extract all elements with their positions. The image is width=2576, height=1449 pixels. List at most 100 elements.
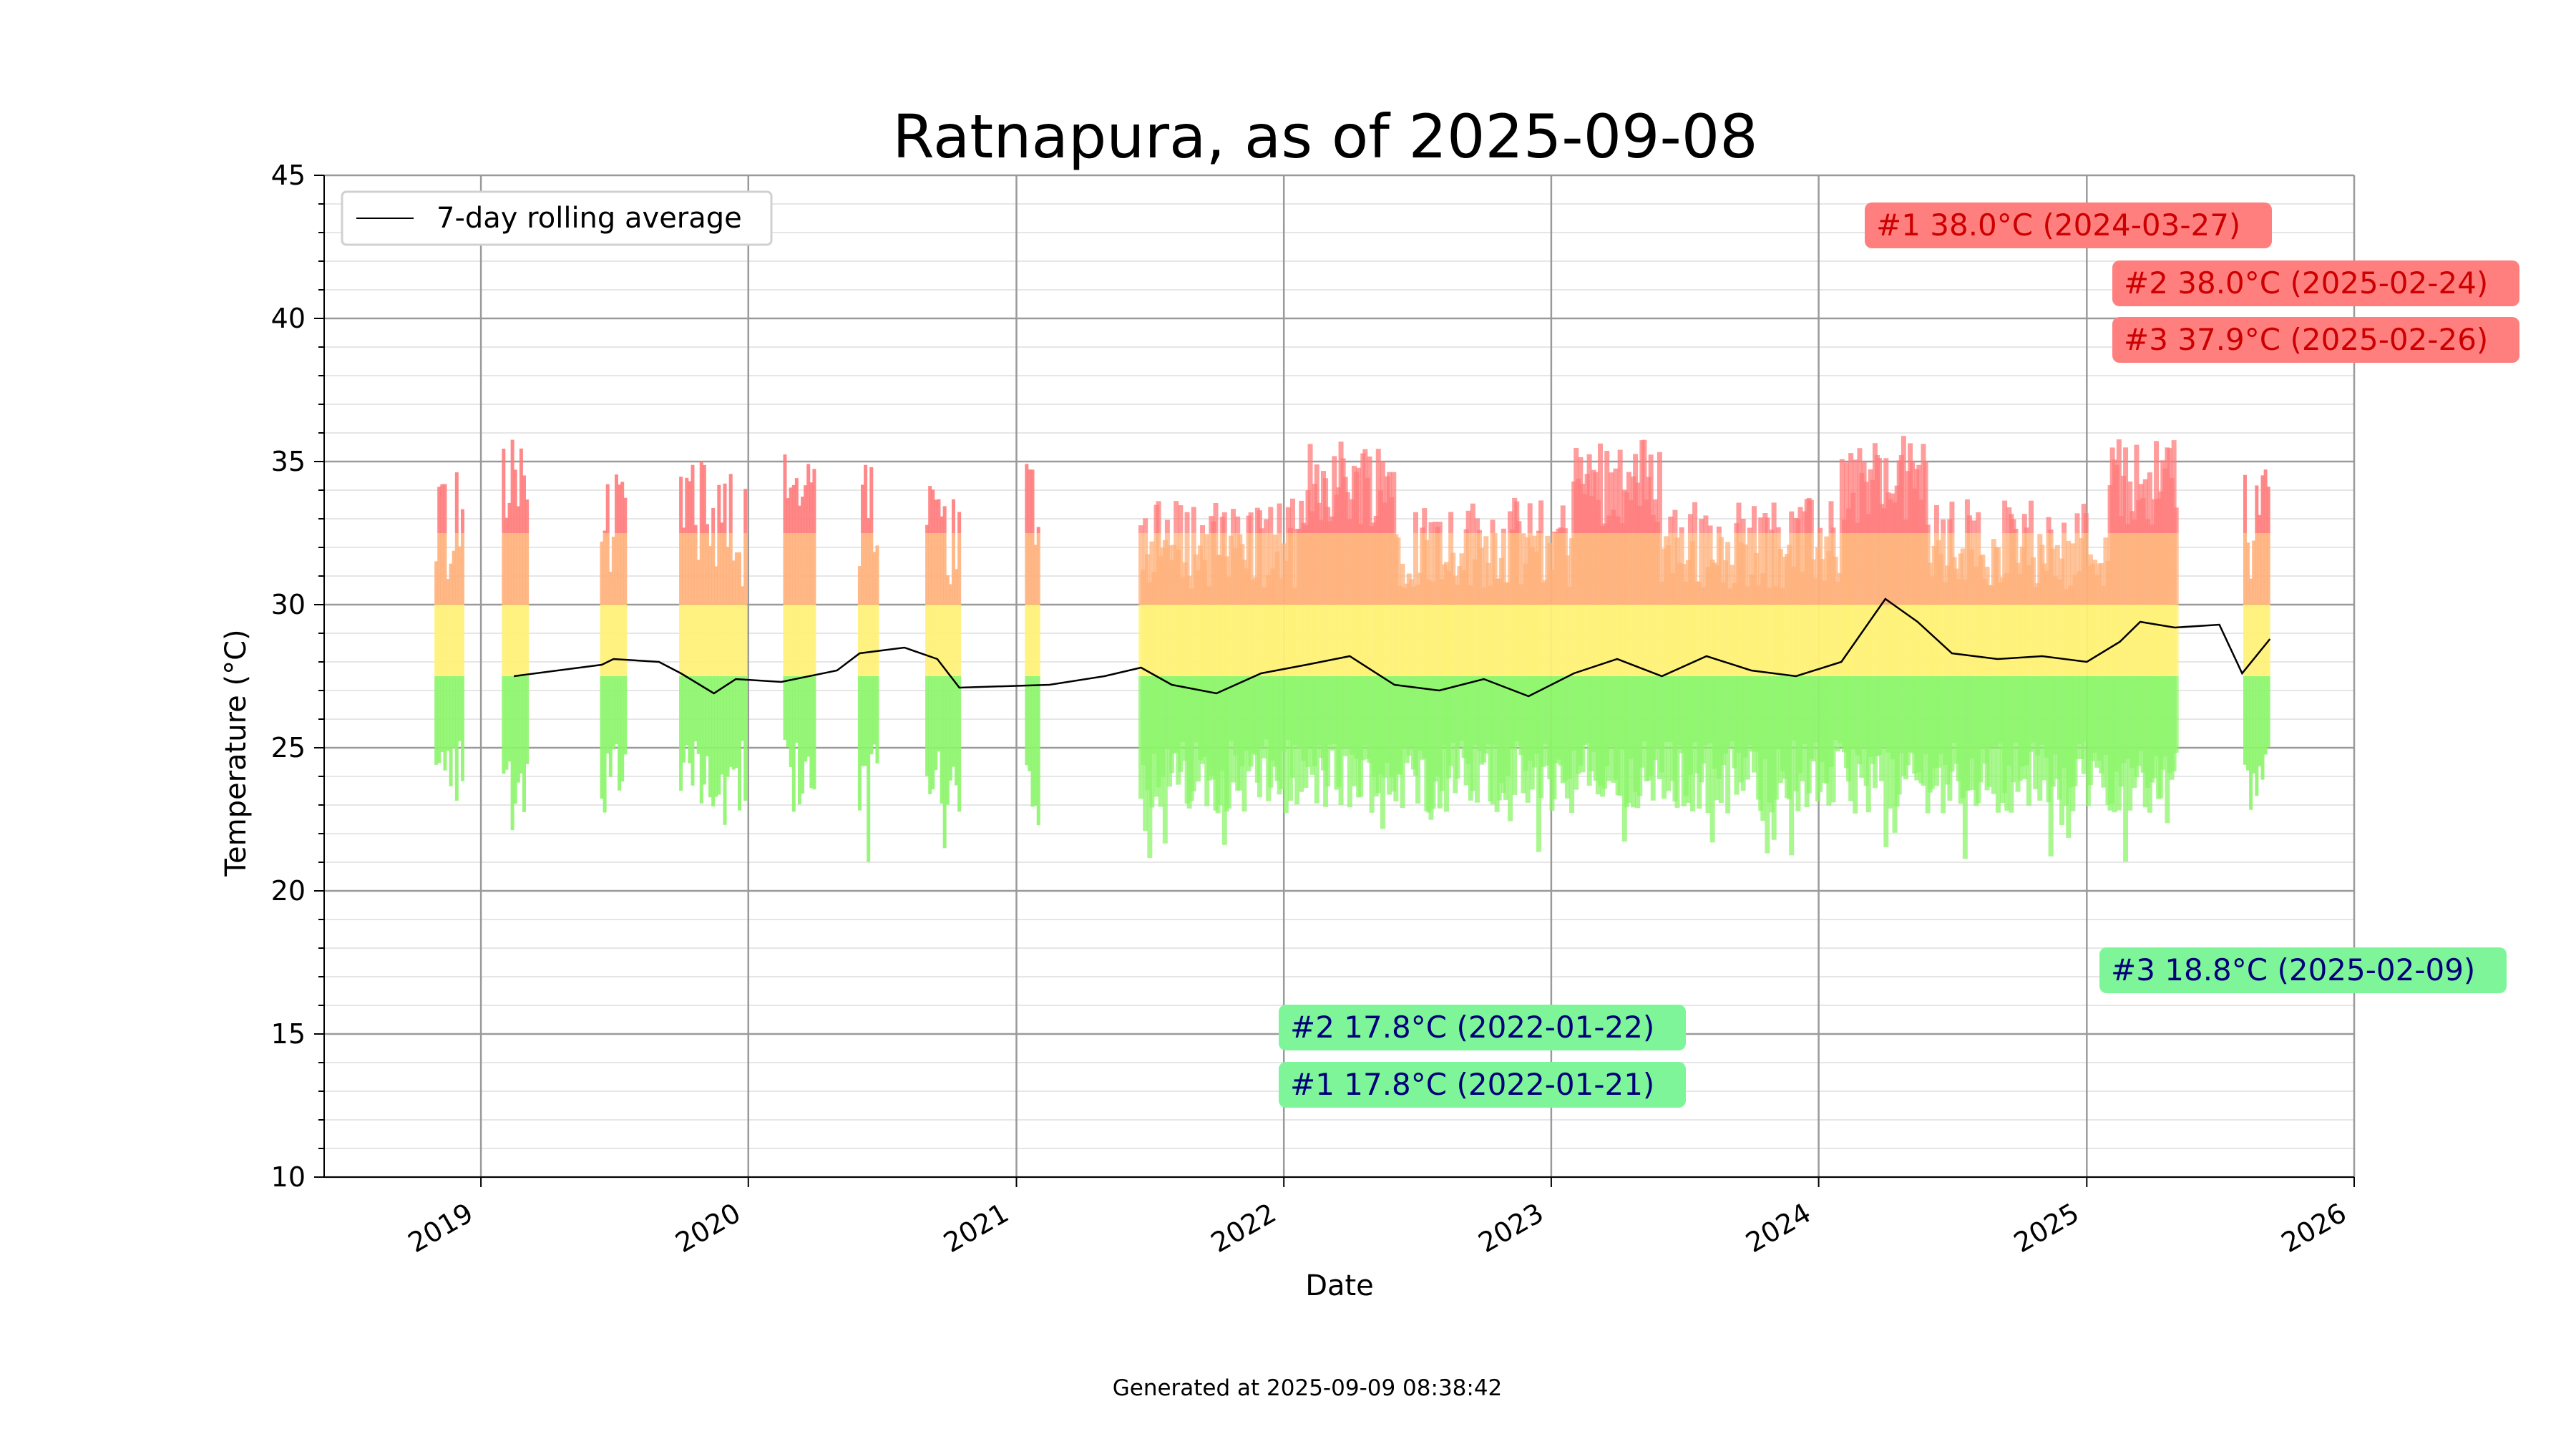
daily-temp-bar	[809, 533, 814, 605]
daily-temp-bar	[611, 605, 615, 676]
daily-temp-bar	[1030, 533, 1035, 605]
daily-temp-bar	[797, 505, 801, 533]
daily-temp-bar	[1751, 506, 1757, 533]
daily-temp-bar	[2062, 522, 2067, 533]
daily-temp-bar	[1400, 563, 1405, 605]
daily-temp-bar	[1995, 676, 2001, 813]
daily-temp-bar	[951, 605, 955, 676]
daily-temp-bar	[1976, 512, 1981, 533]
daily-temp-bar	[2252, 676, 2256, 774]
daily-temp-bar	[1839, 459, 1845, 533]
daily-temp-bar	[809, 676, 814, 789]
daily-temp-bar	[2263, 469, 2268, 533]
daily-temp-bar	[786, 498, 790, 533]
daily-temp-bar	[688, 676, 692, 763]
daily-temp-bar	[1221, 512, 1227, 533]
daily-temp-bar	[1916, 464, 1922, 533]
daily-temp-bar	[2243, 474, 2247, 533]
daily-temp-bar	[519, 676, 523, 774]
daily-temp-bar	[948, 584, 952, 605]
daily-temp-bar	[1138, 533, 1144, 605]
daily-temp-bar	[861, 605, 865, 676]
daily-temp-bar	[1356, 467, 1362, 533]
chart-title: Ratnapura, as of 2025-09-08	[892, 102, 1757, 172]
daily-temp-bar	[2171, 440, 2177, 533]
daily-temp-bar	[1564, 555, 1570, 605]
daily-temp-bar	[1538, 500, 1544, 533]
daily-temp-bar	[1641, 439, 1647, 533]
daily-temp-bar	[1025, 533, 1029, 605]
daily-temp-bar	[931, 533, 935, 605]
daily-temp-bar	[1413, 533, 1418, 605]
daily-temp-bar	[925, 605, 930, 676]
annotation-label: #2 38.0°C (2025-02-24)	[2124, 265, 2488, 301]
x-tick-label: 2019	[403, 1197, 479, 1259]
daily-temp-bar	[443, 605, 447, 676]
daily-temp-bar	[2074, 533, 2080, 605]
daily-temp-bar	[1226, 676, 1231, 809]
y-axis-title: Temperature (°C)	[220, 629, 253, 877]
daily-temp-bar	[931, 676, 935, 790]
daily-temp-bar	[711, 605, 716, 676]
daily-temp-bar	[699, 533, 703, 605]
daily-temp-bar	[1668, 533, 1674, 605]
daily-temp-bar	[699, 605, 703, 676]
daily-temp-bar	[437, 487, 441, 533]
daily-temp-bar	[2266, 676, 2270, 748]
daily-temp-bar	[1145, 554, 1151, 605]
daily-temp-bar	[1323, 478, 1329, 533]
daily-temp-bar	[1789, 511, 1795, 533]
daily-temp-bar	[461, 605, 465, 676]
daily-temp-bar	[723, 533, 727, 605]
daily-temp-bar	[1995, 547, 2001, 605]
daily-temp-bar	[1213, 502, 1219, 533]
daily-temp-bar	[791, 676, 796, 812]
daily-temp-bar	[693, 605, 698, 676]
daily-temp-bar	[1703, 515, 1709, 533]
daily-temp-bar	[869, 533, 874, 605]
daily-temp-bar	[615, 533, 619, 605]
daily-temp-bar	[623, 497, 628, 533]
daily-temp-bar	[691, 605, 695, 676]
daily-temp-bar	[940, 676, 944, 804]
daily-temp-bar	[806, 533, 811, 605]
daily-temp-bar	[1036, 533, 1040, 605]
daily-temp-bar	[1925, 525, 1931, 533]
daily-temp-bar	[1740, 519, 1746, 533]
daily-temp-bar	[743, 676, 748, 801]
daily-temp-bar	[804, 485, 808, 533]
daily-temp-bar	[957, 512, 962, 533]
daily-temp-bar	[1560, 505, 1566, 533]
daily-temp-bar	[1613, 468, 1619, 533]
x-tick-label: 2022	[1206, 1197, 1282, 1259]
daily-temp-bar	[804, 676, 808, 762]
daily-temp-bar	[1479, 547, 1485, 605]
daily-temp-bar	[1204, 534, 1210, 605]
legend: 7-day rolling average	[341, 190, 773, 246]
daily-temp-bar	[1853, 459, 1858, 533]
daily-temp-bar	[1485, 562, 1491, 605]
daily-temp-bar	[1736, 502, 1742, 533]
daily-temp-bar	[2260, 533, 2265, 605]
daily-temp-bar	[623, 676, 628, 755]
daily-temp-bar	[789, 533, 793, 605]
daily-temp-bar	[1877, 458, 1883, 533]
daily-temp-bar	[1758, 517, 1764, 533]
daily-temp-bar	[1477, 530, 1483, 533]
daily-temp-bar	[2243, 533, 2247, 605]
daily-temp-bar	[682, 605, 686, 676]
daily-temp-bar	[1830, 527, 1836, 533]
daily-temp-bar	[1657, 533, 1662, 605]
annotation-box	[1865, 203, 2272, 248]
daily-temp-bar	[1771, 502, 1777, 533]
daily-temp-bar	[2123, 676, 2129, 862]
daily-temp-bar	[1492, 533, 1498, 605]
daily-temp-bar	[1490, 519, 1496, 533]
daily-temp-bar	[789, 676, 793, 767]
daily-temp-bar	[510, 439, 514, 533]
daily-temp-bar	[723, 676, 727, 825]
daily-temp-bar	[1033, 676, 1038, 806]
daily-temp-bar	[685, 477, 689, 533]
daily-temp-bar	[1923, 461, 1928, 533]
daily-temp-bar	[502, 605, 506, 676]
